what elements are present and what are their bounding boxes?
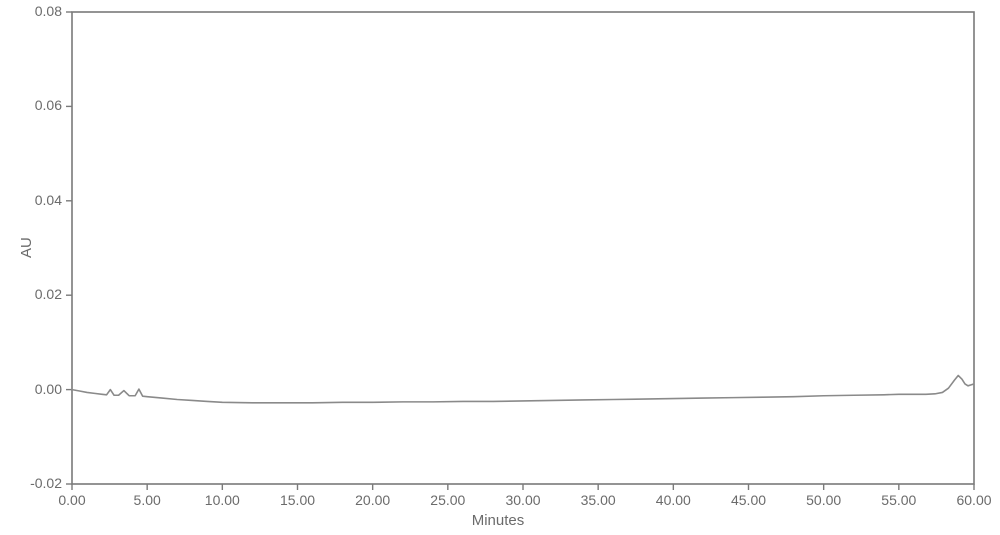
x-tick-label: 0.00	[58, 492, 85, 508]
x-tick-label: 35.00	[581, 492, 616, 508]
x-tick-label: 55.00	[881, 492, 916, 508]
y-tick-label: 0.06	[16, 97, 62, 113]
y-tick-label: -0.02	[16, 475, 62, 491]
baseline-trace	[72, 375, 974, 402]
y-axis-title: AU	[18, 237, 35, 258]
y-tick-label: 0.04	[16, 192, 62, 208]
x-tick-label: 60.00	[956, 492, 991, 508]
y-tick-label: 0.00	[16, 381, 62, 397]
chromatogram-plot	[0, 0, 1000, 535]
x-tick-label: 10.00	[205, 492, 240, 508]
y-tick-label: 0.08	[16, 3, 62, 19]
x-tick-label: 40.00	[656, 492, 691, 508]
y-tick-label: 0.02	[16, 286, 62, 302]
x-tick-label: 45.00	[731, 492, 766, 508]
x-tick-label: 30.00	[505, 492, 540, 508]
x-tick-label: 25.00	[430, 492, 465, 508]
plot-border	[72, 12, 974, 484]
x-tick-label: 5.00	[134, 492, 161, 508]
chart-container: { "chart": { "type": "line", "layout": {…	[0, 0, 1000, 535]
x-tick-label: 15.00	[280, 492, 315, 508]
x-tick-label: 20.00	[355, 492, 390, 508]
x-axis-title: Minutes	[472, 512, 525, 529]
x-tick-label: 50.00	[806, 492, 841, 508]
